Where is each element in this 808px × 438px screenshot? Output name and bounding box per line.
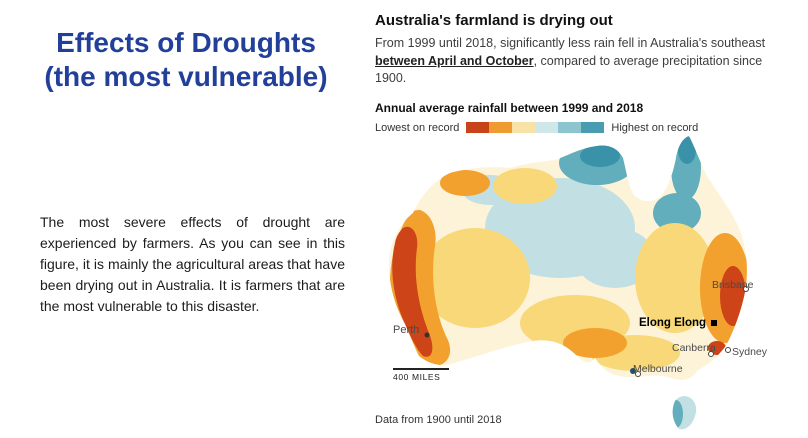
label-elong-elong: Elong Elong — [639, 317, 718, 329]
legend-swatch — [535, 122, 559, 133]
legend-swatch-lowest — [466, 122, 490, 133]
subtitle-emphasis: between April and October — [375, 53, 534, 68]
legend-swatch — [512, 122, 536, 133]
legend-title: Annual average rainfall between 1999 and… — [375, 100, 644, 115]
label-melbourne: Melbourne — [633, 363, 683, 375]
dry-patch-brisbane-red — [720, 266, 746, 326]
dry-patch-west-interior — [420, 228, 530, 328]
label-perth: Perth — [393, 324, 420, 336]
elong-elong-marker — [711, 320, 718, 326]
legend-low-label: Lowest on record — [375, 121, 460, 134]
legend-swatch — [489, 122, 513, 133]
legend-high-label: Highest on record — [611, 121, 699, 134]
figure-source-note: Data from 1900 until 2018 — [375, 414, 502, 426]
slide-body-text: The most severe effects of drought are e… — [40, 214, 345, 315]
rain-patch-tasmania-west — [672, 400, 683, 428]
city-markers — [424, 286, 749, 377]
legend-swatch — [558, 122, 582, 133]
slide-title-line1: Effects of Droughts — [56, 27, 316, 58]
sydney-marker — [725, 347, 731, 353]
map-scale: 400 MILES — [393, 368, 449, 382]
australia-map-svg — [389, 136, 749, 430]
label-sydney: Sydney — [732, 346, 768, 358]
legend: Lowest on record Highest on record — [375, 122, 795, 134]
scale-bar-label: 400 MILES — [393, 372, 441, 382]
dry-patch-west-red — [392, 226, 433, 357]
wet-spot-victoria — [630, 368, 636, 374]
label-elong-elong-text: Elong Elong — [639, 317, 707, 329]
figure-title: Australia's farmland is drying out — [375, 12, 613, 29]
left-text-column: Effects of Droughts (the most vulnerable… — [0, 0, 372, 438]
dry-patch-south-orange — [563, 328, 627, 358]
perth-marker — [424, 332, 430, 338]
dry-patch-nw-orange — [440, 170, 490, 196]
rain-patch-cape-york-core — [678, 136, 696, 164]
dry-patch-northwest — [493, 168, 557, 204]
label-brisbane: Brisbane — [712, 279, 754, 291]
brisbane-marker — [743, 286, 749, 292]
australia-rainfall-map: Perth Brisbane Elong Elong Canberra Sydn… — [375, 128, 795, 438]
subtitle-pre: From 1999 until 2018, significantly less… — [375, 36, 766, 50]
figure-header: Australia's farmland is drying out From … — [375, 12, 795, 134]
legend-color-scale — [466, 122, 605, 133]
rain-patch-ne-interior — [653, 193, 701, 233]
subtitle-post: , compared to average precipitation sinc… — [375, 53, 763, 86]
rainfall-anomaly-regions — [389, 136, 747, 374]
rain-patch-center — [575, 228, 655, 288]
figure-subtitle: From 1999 until 2018, significantly less… — [375, 35, 780, 88]
canberra-marker — [708, 351, 714, 357]
scale-bar-line — [393, 368, 449, 370]
legend-swatch-highest — [581, 122, 605, 133]
rain-patch-top-end-core — [580, 145, 620, 167]
melbourne-marker — [635, 371, 641, 377]
dry-patch-east-interior — [635, 223, 715, 333]
slide-title: Effects of Droughts (the most vulnerable… — [0, 26, 372, 94]
label-canberra: Canberra — [672, 342, 716, 354]
tasmania-regions — [672, 400, 683, 428]
slide-title-line2: (the most vulnerable) — [44, 61, 328, 93]
